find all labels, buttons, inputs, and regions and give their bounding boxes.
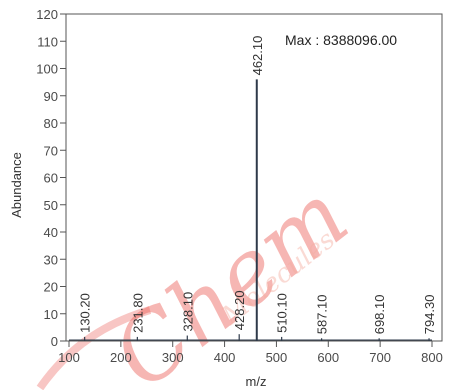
peak-label: 794.30 — [422, 295, 437, 335]
peaks-layer: 130.20 231.80 328.10 428.20 462.10 510.10 587.… — [69, 36, 437, 341]
x-axis-title: m/z — [246, 374, 267, 389]
peak-label: 231.80 — [130, 293, 145, 333]
peak-label: 587.10 — [315, 295, 330, 335]
x-tick-label: 300 — [162, 350, 184, 365]
peak-label: 428.20 — [232, 290, 247, 330]
y-axis: 0 10 20 30 40 50 60 70 80 90 100 110 120 — [36, 7, 66, 349]
y-tick-label: 50 — [44, 198, 58, 213]
x-tick-label: 700 — [369, 350, 391, 365]
x-tick-label: 600 — [317, 350, 339, 365]
y-tick-label: 20 — [44, 280, 58, 295]
y-tick-label: 80 — [44, 116, 58, 131]
peak-label: 698.10 — [372, 295, 387, 335]
y-tick-label: 0 — [51, 334, 58, 349]
x-tick-label: 800 — [421, 350, 443, 365]
y-tick-label: 40 — [44, 225, 58, 240]
peak-label: 328.10 — [180, 292, 195, 332]
x-tick-label: 500 — [266, 350, 288, 365]
y-tick-label: 110 — [37, 34, 58, 49]
x-tick-label: 400 — [214, 350, 236, 365]
y-axis-title: Abundance — [9, 152, 24, 218]
x-tick-label: 100 — [58, 350, 80, 365]
y-tick-label: 100 — [36, 62, 58, 77]
x-axis: 100 200 300 400 500 600 700 800 — [58, 341, 443, 365]
y-tick-label: 60 — [44, 171, 58, 186]
peak-label: 510.10 — [275, 293, 290, 333]
y-tick-label: 90 — [44, 89, 58, 104]
peak-label: 462.10 — [250, 36, 265, 76]
y-tick-label: 70 — [44, 143, 58, 158]
y-tick-label: 30 — [44, 252, 58, 267]
peak-label: 130.20 — [78, 293, 93, 333]
max-annotation: Max : 8388096.00 — [285, 32, 397, 48]
y-tick-label: 10 — [44, 307, 58, 322]
x-tick-label: 200 — [110, 350, 132, 365]
y-tick-label: 120 — [36, 7, 58, 22]
